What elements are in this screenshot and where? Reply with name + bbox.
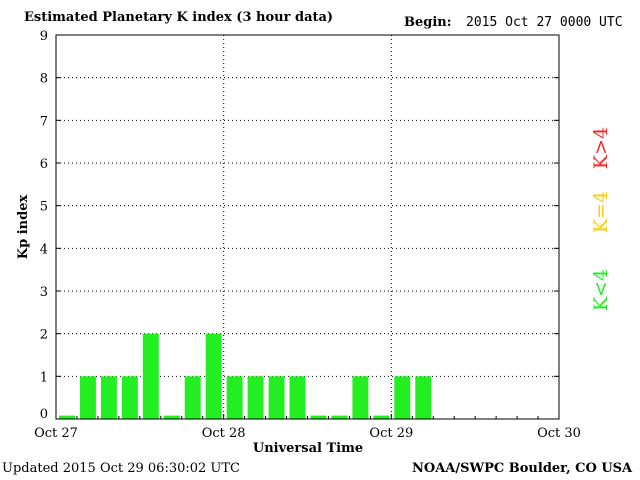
kp-bar bbox=[79, 376, 96, 419]
kp-bar bbox=[373, 415, 390, 419]
kp-bar bbox=[163, 415, 180, 419]
x-tick-label: Oct 28 bbox=[202, 426, 246, 441]
plot-frame bbox=[55, 34, 560, 420]
legend-item: K=4 bbox=[590, 191, 612, 233]
bars bbox=[59, 333, 432, 419]
x-tick-label: Oct 30 bbox=[537, 426, 581, 441]
credit-text: NOAA/SWPC Boulder, CO USA bbox=[412, 461, 633, 476]
kp-bar bbox=[415, 376, 432, 419]
grid-lines bbox=[56, 35, 559, 419]
chart-title: Estimated Planetary K index (3 hour data… bbox=[24, 10, 334, 25]
kp-bar bbox=[310, 415, 327, 419]
kp-bar bbox=[184, 376, 201, 419]
y-tick-label: 7 bbox=[40, 114, 48, 129]
kp-bar bbox=[142, 333, 159, 419]
y-tick-label: 9 bbox=[40, 29, 48, 44]
kp-bar bbox=[268, 376, 285, 419]
x-axis-label: Universal Time bbox=[253, 441, 363, 456]
kp-bar bbox=[226, 376, 243, 419]
y-tick-label: 2 bbox=[40, 328, 48, 343]
x-axis-ticks: Oct 27 Oct 28 Oct 29 Oct 30 bbox=[34, 414, 581, 441]
updated-timestamp: Updated 2015 Oct 29 06:30:02 UTC bbox=[2, 461, 240, 476]
begin-label: Begin: bbox=[404, 15, 452, 30]
x-tick-label: Oct 29 bbox=[369, 426, 413, 441]
kp-bar bbox=[394, 376, 411, 419]
y-tick-label: 0 bbox=[40, 407, 48, 422]
y-tick-label: 6 bbox=[40, 157, 48, 172]
kp-bar bbox=[121, 376, 138, 419]
kp-bar bbox=[59, 415, 75, 419]
y-tick-label: 5 bbox=[40, 200, 48, 215]
kp-bar bbox=[331, 415, 348, 419]
legend: K<4 K=4 K>4 bbox=[590, 127, 612, 311]
y-tick-label: 3 bbox=[40, 285, 48, 300]
kp-bar bbox=[289, 376, 306, 419]
y-tick-label: 8 bbox=[40, 72, 48, 87]
kp-bar bbox=[100, 376, 117, 419]
y-axis-ticks: 0 1 2 3 4 5 6 7 8 9 bbox=[40, 29, 559, 422]
begin-value: 2015 Oct 27 0000 UTC bbox=[466, 15, 623, 30]
legend-item: K>4 bbox=[590, 127, 612, 169]
kp-bar bbox=[205, 333, 222, 419]
kp-bar bbox=[247, 376, 264, 419]
y-axis-label: Kp index bbox=[16, 195, 31, 260]
kp-bar bbox=[352, 376, 369, 419]
x-tick-label: Oct 27 bbox=[34, 426, 78, 441]
y-tick-label: 1 bbox=[40, 370, 48, 385]
legend-item: K<4 bbox=[590, 269, 612, 311]
y-tick-label: 4 bbox=[40, 242, 48, 257]
